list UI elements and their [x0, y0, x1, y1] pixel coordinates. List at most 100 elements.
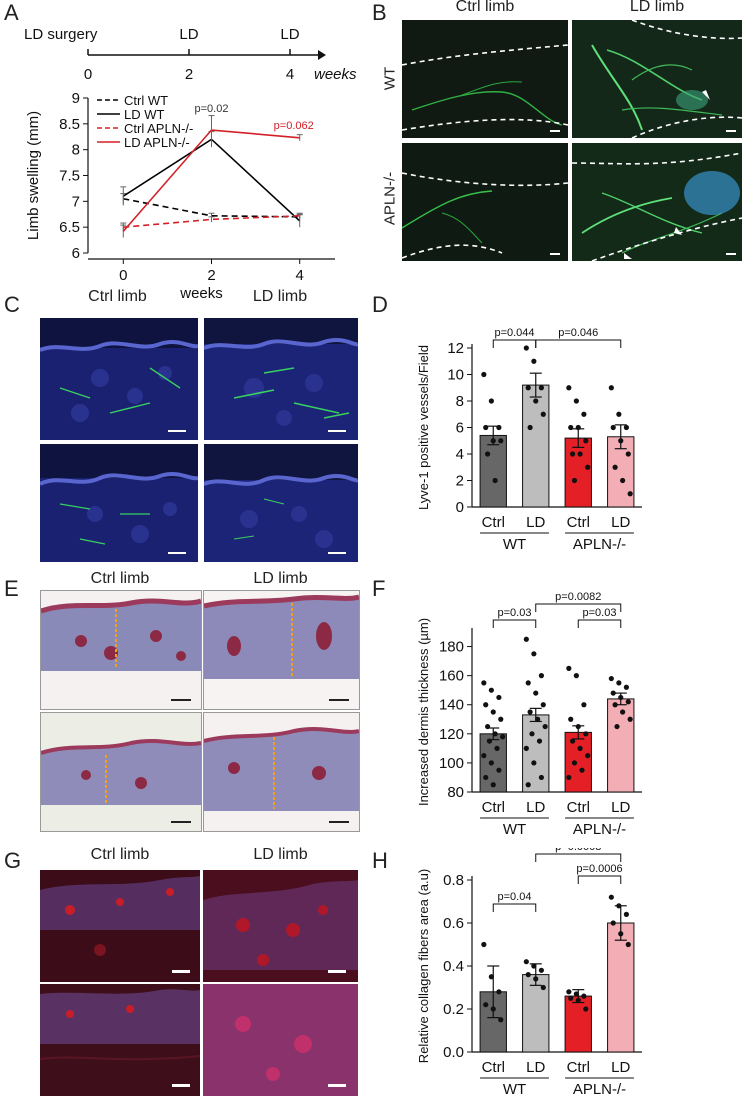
data-point: [585, 464, 591, 470]
timeline-event-label: LD surgery: [24, 26, 98, 43]
data-point: [523, 959, 529, 965]
data-point: [531, 358, 537, 364]
data-point: [483, 774, 489, 781]
micrograph-g-wt-ctrl: [40, 870, 200, 982]
data-point: [538, 385, 544, 391]
data-point: [496, 694, 502, 701]
data-point: [610, 920, 616, 926]
micrograph-g-wt-ld: [203, 870, 358, 982]
y-tick-label: 10: [447, 367, 464, 384]
y-tick-label: 0.0: [443, 1044, 464, 1061]
c-col-ld: LD limb: [252, 288, 308, 305]
y-tick-label: 80: [447, 784, 464, 801]
data-point: [527, 709, 533, 715]
data-point: [620, 709, 626, 715]
micrograph-e-wt-ctrl: [40, 590, 202, 710]
data-point: [523, 636, 529, 642]
y-axis-title: Relative collagen fibers area (a.u): [416, 869, 431, 1063]
group-label: WT: [503, 821, 526, 838]
data-point: [485, 723, 491, 730]
panel-label-d: D: [372, 292, 388, 317]
b-row-apln: APLN-/-: [381, 171, 399, 226]
bar: [607, 698, 635, 793]
bar: [607, 922, 635, 1053]
y-axis-title: Lyve-1 positive vessels/Field: [416, 345, 431, 510]
comparison-bracket: [492, 619, 537, 628]
b-col-ld: LD limb: [629, 0, 685, 15]
data-point: [481, 371, 487, 378]
data-point: [575, 997, 581, 1003]
data-point: [625, 451, 631, 457]
group-label: WT: [503, 1081, 526, 1098]
p-value-label: p=0.03: [498, 607, 532, 619]
x-tick-label: Ctrl: [567, 799, 590, 816]
data-point: [538, 673, 544, 679]
data-point: [496, 767, 502, 773]
x-tick-label: Ctrl: [482, 1059, 505, 1076]
comparison-bracket: [492, 339, 537, 348]
data-point: [575, 723, 581, 730]
data-point: [492, 731, 498, 737]
x-tick-label: LD: [611, 1059, 630, 1076]
data-point: [616, 903, 622, 909]
data-point: [531, 963, 537, 969]
data-point: [568, 424, 574, 431]
panel-label-f: F: [372, 576, 386, 601]
data-point: [498, 1017, 504, 1023]
x-tick-label: LD: [526, 799, 545, 816]
data-point: [483, 1002, 489, 1008]
data-point: [540, 702, 546, 708]
data-point: [538, 774, 544, 781]
collagen-bar-chart: 0.0 0.2 0.4 0.6 0.8 Relative collagen fibers …: [416, 848, 642, 1098]
data-point: [618, 694, 624, 701]
comparison-bracket: [535, 853, 622, 862]
data-point: [573, 673, 579, 679]
data-point: [610, 690, 616, 696]
bar: [564, 995, 592, 1053]
data-point: [581, 702, 587, 708]
micrograph-e-apln-ctrl: [40, 712, 202, 832]
data-point: [498, 716, 504, 722]
y-tick-label: 9: [72, 90, 80, 107]
x-tick-label: LD: [611, 514, 630, 531]
timeline-event-label: LD: [280, 26, 299, 43]
data-point: [531, 651, 537, 657]
data-point: [525, 782, 531, 788]
data-point: [623, 424, 629, 431]
data-point: [625, 699, 631, 705]
y-tick-label: 0.6: [443, 915, 464, 932]
data-point: [490, 782, 496, 788]
data-point: [529, 731, 535, 737]
data-point: [627, 491, 633, 497]
micrograph-b-wt-ctrl: [402, 20, 568, 138]
p-value-annotation: p=0.062: [274, 120, 314, 132]
p-value-label: p=0.04: [498, 891, 532, 903]
panel-label-a: A: [4, 0, 19, 25]
y-tick-label: 0.4: [443, 958, 464, 975]
data-point: [573, 398, 579, 404]
panel-label-h: H: [372, 848, 388, 873]
data-point: [540, 411, 546, 417]
micrograph-e-wt-ld: [203, 590, 360, 710]
data-point: [525, 680, 531, 686]
group-label: APLN-/-: [573, 821, 626, 838]
data-point: [481, 680, 487, 686]
data-point: [485, 451, 491, 457]
data-point: [579, 767, 585, 773]
p-value-label: p=0.0003: [555, 848, 601, 853]
series-line: [122, 138, 301, 222]
panel-label-e: E: [4, 576, 19, 601]
x-tick-label: Ctrl: [482, 514, 505, 531]
data-point: [488, 974, 494, 980]
comparison-bracket: [577, 619, 622, 628]
g-col-ld: LD limb: [253, 846, 308, 863]
micrograph-b-wt-ld: [572, 20, 742, 138]
data-point: [608, 675, 614, 682]
y-tick-label: 140: [439, 697, 464, 714]
x-tick-label: 2: [207, 267, 215, 284]
micrograph-b-apln-ctrl: [402, 143, 568, 261]
data-point: [583, 1006, 589, 1012]
data-point: [523, 345, 529, 351]
data-point: [608, 894, 614, 900]
data-point: [481, 753, 487, 759]
